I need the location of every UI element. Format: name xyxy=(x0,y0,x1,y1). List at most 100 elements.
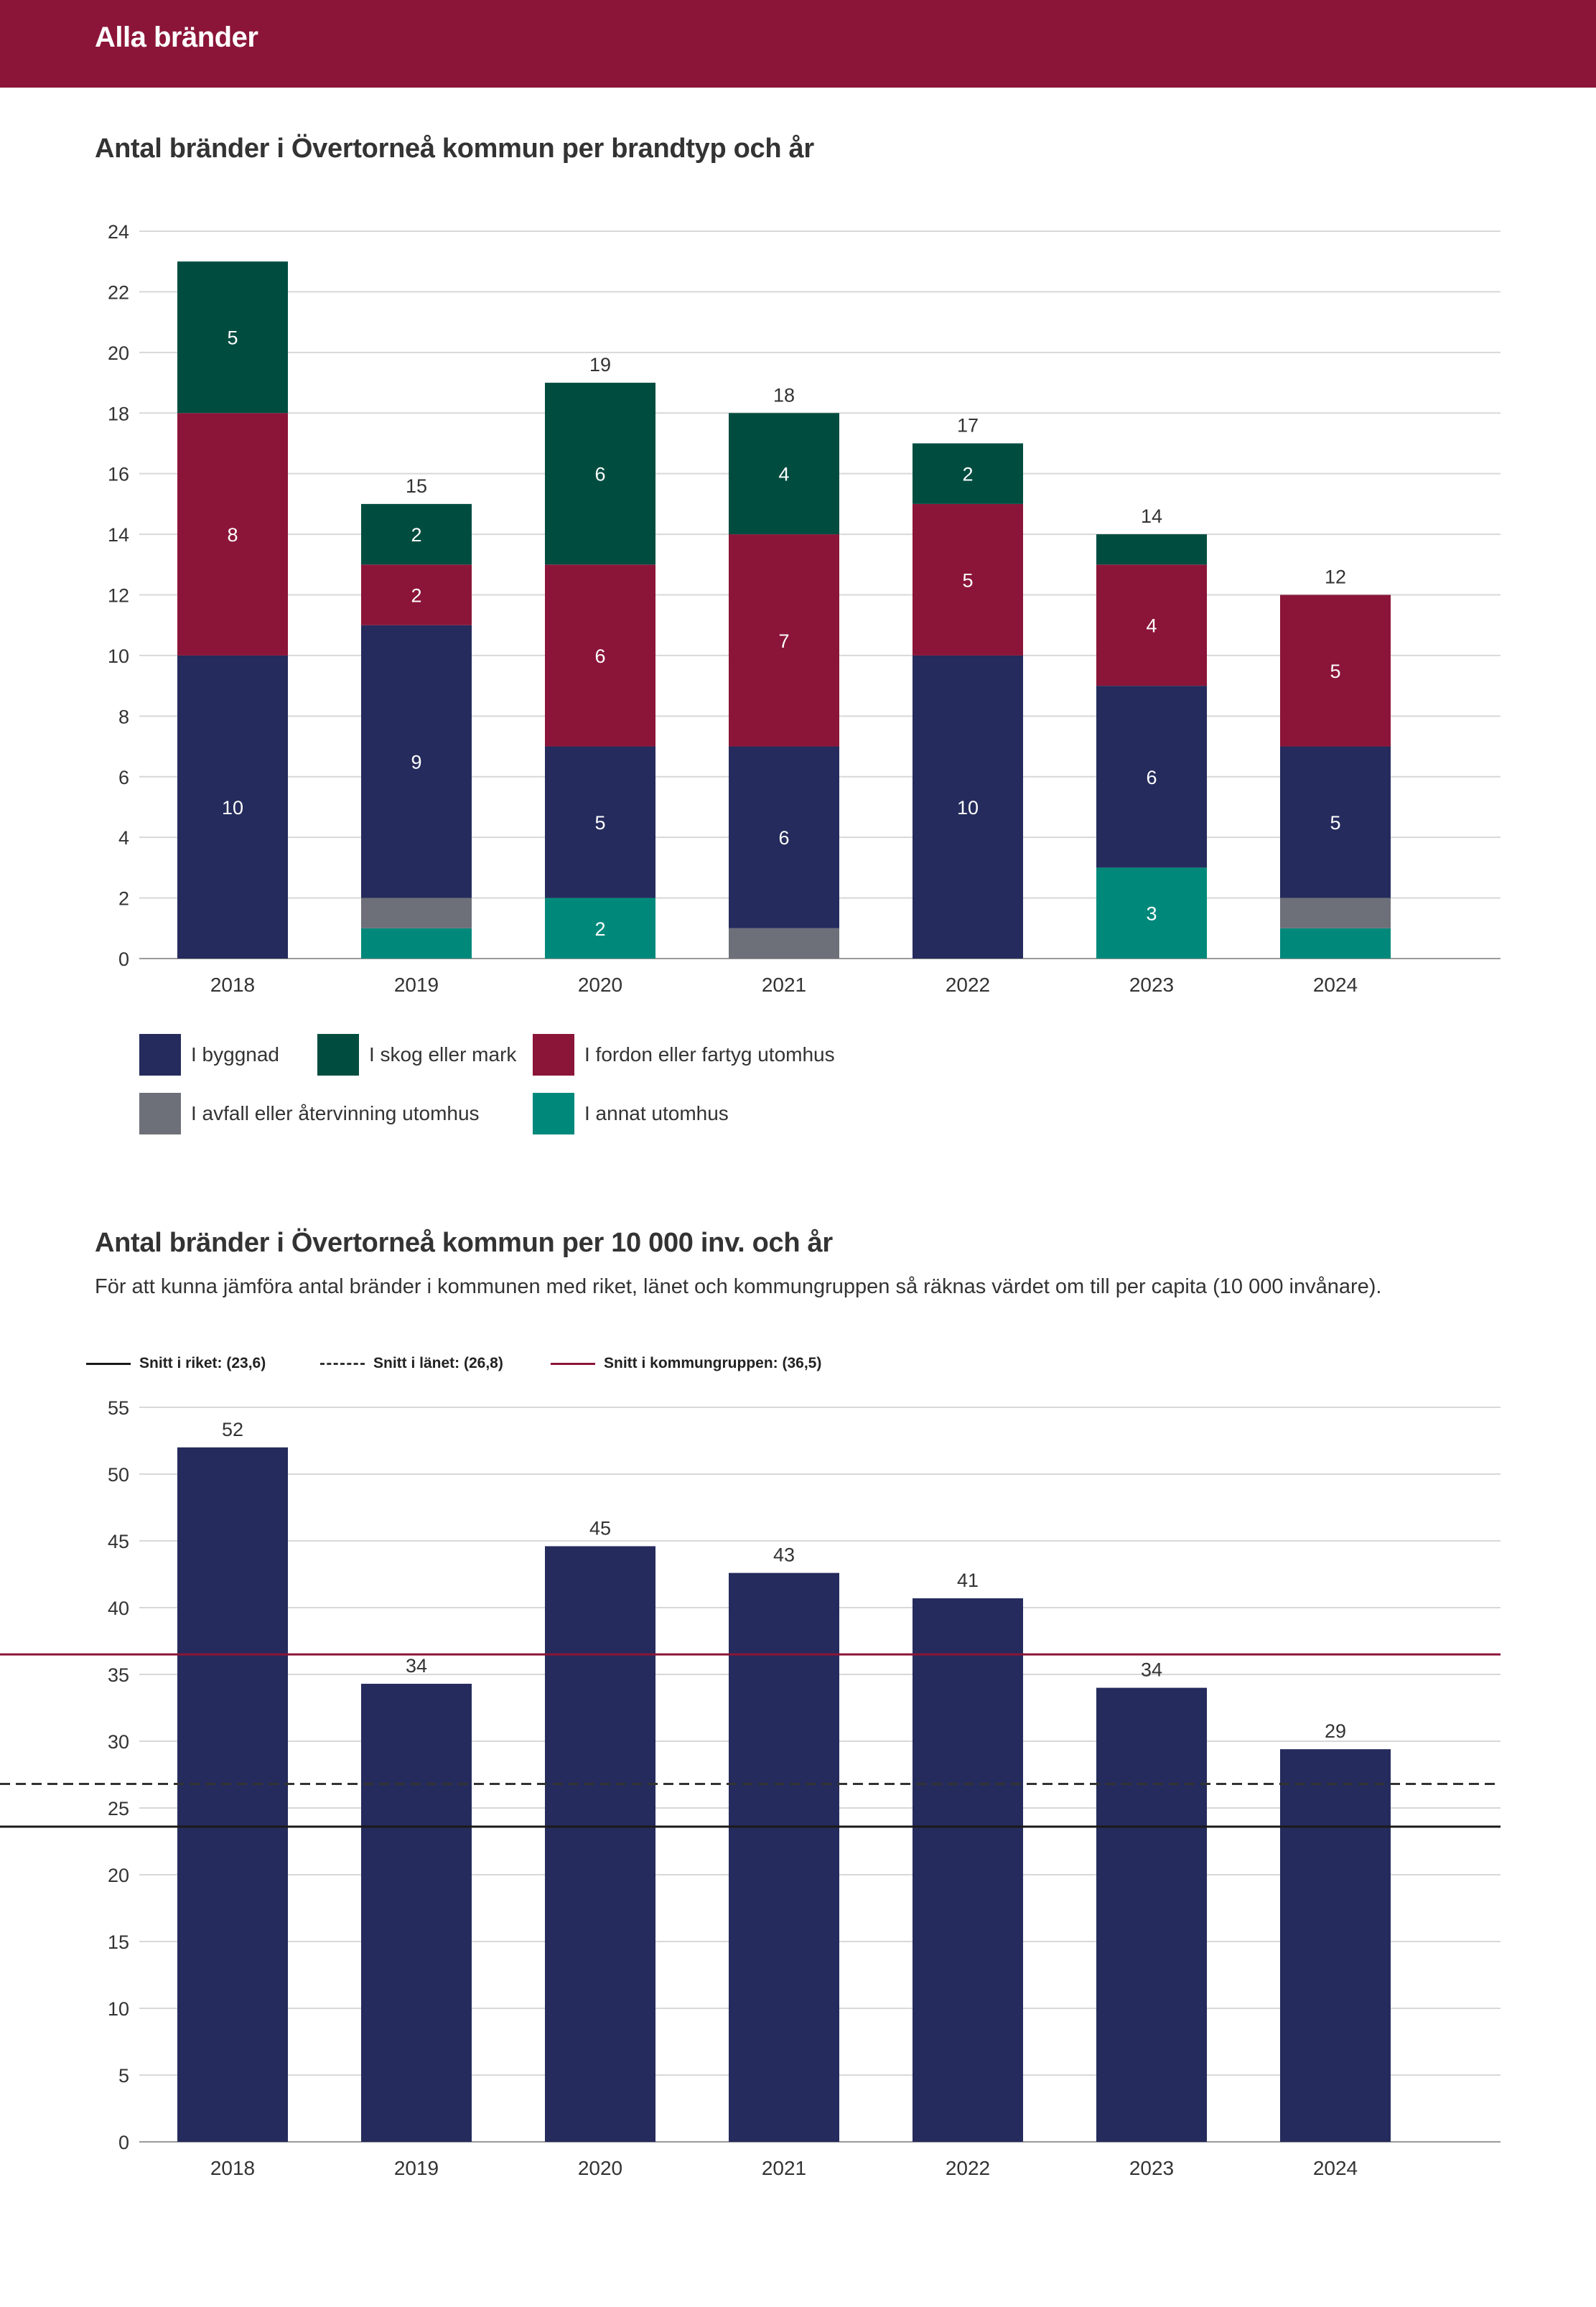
bar-segment-byggnad-2024 xyxy=(1280,746,1391,898)
y-tick-label: 14 xyxy=(108,524,129,546)
segment-value-label: 6 xyxy=(594,646,605,667)
y-tick-label: 45 xyxy=(108,1531,129,1552)
y-tick-label: 30 xyxy=(108,1731,129,1753)
ref-line-swatch-kommungrupp xyxy=(551,1362,595,1365)
y-tick-label: 16 xyxy=(108,464,129,485)
chart1-title: Antal bränder i Övertorneå kommun per br… xyxy=(95,134,814,164)
bar-value-label: 41 xyxy=(957,1570,979,1591)
x-tick-label: 2022 xyxy=(946,974,990,996)
bar-segment-fordon-2022 xyxy=(913,503,1023,656)
bar-segment-skog-2023 xyxy=(1096,534,1207,565)
bar-total-label: 14 xyxy=(1141,505,1162,527)
segment-value-label: 10 xyxy=(222,797,243,819)
stacked-bar-chart: 0246810121416182022241085201892215201925… xyxy=(108,221,1501,996)
legend-label-fordon: I fordon eller fartyg utomhus xyxy=(584,1043,835,1066)
bar-2018 xyxy=(177,1447,288,2142)
bar-total-label: 15 xyxy=(406,475,427,497)
y-tick-label: 4 xyxy=(118,827,129,849)
x-tick-label: 2019 xyxy=(394,2157,439,2179)
bar-segment-byggnad-2018 xyxy=(177,655,288,959)
legend-swatch-fordon xyxy=(533,1034,574,1076)
bar-value-label: 34 xyxy=(1141,1659,1162,1681)
ref-line-swatch-lanet xyxy=(320,1362,365,1365)
bar-segment-byggnad-2020 xyxy=(545,746,655,898)
segment-value-label: 2 xyxy=(411,585,421,607)
bar-segment-annat-2020 xyxy=(545,898,655,959)
y-tick-label: 0 xyxy=(118,2132,129,2153)
legend-item-skog: I skog eller mark xyxy=(317,1034,516,1076)
bar-segment-avfall-2024 xyxy=(1280,898,1391,928)
ref-label-riket: Snitt i riket: (23,6) xyxy=(139,1355,266,1371)
segment-value-label: 9 xyxy=(411,752,421,773)
bar-segment-avfall-2021 xyxy=(729,928,839,959)
y-tick-label: 20 xyxy=(108,1865,129,1886)
legend-item-fordon: I fordon eller fartyg utomhus xyxy=(533,1034,835,1076)
bar-segment-byggnad-2021 xyxy=(729,746,839,928)
y-tick-label: 12 xyxy=(108,585,129,607)
y-tick-label: 6 xyxy=(118,767,129,788)
bar-segment-fordon-2024 xyxy=(1280,595,1391,747)
bar-value-label: 52 xyxy=(222,1419,243,1440)
bar-segment-skog-2018 xyxy=(177,261,288,414)
ref-label-kommungrupp: Snitt i kommungruppen: (36,5) xyxy=(604,1355,822,1371)
legend-item-byggnad: I byggnad xyxy=(139,1034,279,1076)
bar-segment-fordon-2019 xyxy=(361,564,472,625)
bar-segment-fordon-2018 xyxy=(177,413,288,656)
legend-item-avfall: I avfall eller återvinning utomhus xyxy=(139,1093,480,1134)
bar-segment-annat-2023 xyxy=(1096,867,1207,959)
segment-value-label: 10 xyxy=(957,797,979,819)
y-tick-label: 22 xyxy=(108,281,129,303)
bar-total-label: 18 xyxy=(773,384,795,406)
bar-segment-skog-2022 xyxy=(913,443,1023,504)
legend-swatch-avfall xyxy=(139,1093,181,1134)
bar-segment-annat-2019 xyxy=(361,928,472,959)
legend-swatch-byggnad xyxy=(139,1034,181,1076)
x-tick-label: 2021 xyxy=(762,974,806,996)
legend-label-avfall: I avfall eller återvinning utomhus xyxy=(191,1102,480,1124)
header-banner: Alla bränder xyxy=(0,0,1596,88)
bar-segment-byggnad-2019 xyxy=(361,625,472,898)
x-tick-label: 2023 xyxy=(1129,974,1174,996)
legend-label-byggnad: I byggnad xyxy=(191,1043,279,1066)
x-tick-label: 2024 xyxy=(1313,2157,1358,2179)
bar-2021 xyxy=(729,1572,839,2142)
bar-segment-fordon-2023 xyxy=(1096,564,1207,686)
bar-value-label: 43 xyxy=(773,1544,795,1566)
y-tick-label: 10 xyxy=(108,646,129,667)
segment-value-label: 5 xyxy=(962,569,973,591)
chart2-title: Antal bränder i Övertorneå kommun per 10… xyxy=(95,1228,833,1258)
legend-label-skog: I skog eller mark xyxy=(369,1043,517,1066)
x-tick-label: 2022 xyxy=(946,2157,990,2179)
y-tick-label: 25 xyxy=(108,1798,129,1819)
x-tick-label: 2018 xyxy=(210,974,255,996)
x-tick-label: 2021 xyxy=(762,2157,806,2179)
x-tick-label: 2019 xyxy=(394,974,439,996)
bar-segment-annat-2024 xyxy=(1280,928,1391,959)
bar-total-label: 12 xyxy=(1325,567,1346,588)
y-tick-label: 10 xyxy=(108,1998,129,2020)
y-tick-label: 5 xyxy=(118,2065,129,2087)
bar-2019 xyxy=(361,1684,472,2142)
segment-value-label: 5 xyxy=(227,327,238,349)
bar-total-label: 19 xyxy=(589,354,611,376)
bar-total-label: 17 xyxy=(957,414,979,436)
y-tick-label: 40 xyxy=(108,1598,129,1619)
segment-value-label: 5 xyxy=(1330,661,1340,682)
bar-segment-skog-2020 xyxy=(545,383,655,565)
y-tick-label: 2 xyxy=(118,888,129,910)
y-tick-label: 24 xyxy=(108,221,129,243)
chart1-legend: I byggnad I skog eller mark I fordon ell… xyxy=(139,1034,1216,1149)
segment-value-label: 3 xyxy=(1146,903,1157,925)
bar-2022 xyxy=(913,1598,1023,2142)
y-tick-label: 20 xyxy=(108,342,129,364)
legend-swatch-annat xyxy=(533,1093,574,1134)
x-tick-label: 2018 xyxy=(210,2157,255,2179)
page-title: Alla bränder xyxy=(95,22,258,53)
y-tick-label: 15 xyxy=(108,1931,129,1953)
bar-segment-skog-2021 xyxy=(729,413,839,535)
segment-value-label: 2 xyxy=(411,524,421,546)
bar-segment-fordon-2021 xyxy=(729,534,839,747)
legend-item-annat: I annat utomhus xyxy=(533,1093,729,1134)
ref-line-swatch-riket xyxy=(86,1362,131,1365)
bar-segment-avfall-2019 xyxy=(361,898,472,928)
